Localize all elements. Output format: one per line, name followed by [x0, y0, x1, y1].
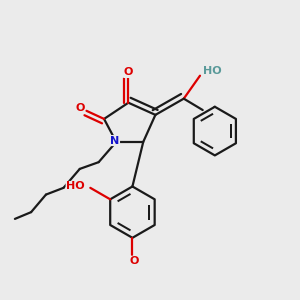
Text: O: O	[124, 68, 133, 77]
Text: O: O	[129, 256, 139, 266]
Text: HO: HO	[66, 182, 85, 191]
Text: HO: HO	[203, 66, 221, 76]
Text: N: N	[110, 136, 119, 146]
Text: O: O	[75, 103, 84, 112]
